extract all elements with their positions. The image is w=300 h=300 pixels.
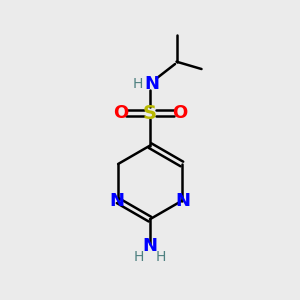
Text: N: N	[144, 75, 159, 93]
Text: N: N	[142, 237, 158, 255]
Text: O: O	[172, 104, 187, 122]
Text: H: H	[156, 250, 166, 265]
Text: H: H	[132, 77, 143, 91]
Text: O: O	[113, 104, 128, 122]
Text: N: N	[176, 192, 191, 210]
Text: H: H	[134, 250, 144, 265]
Text: N: N	[109, 192, 124, 210]
Text: S: S	[143, 104, 157, 123]
